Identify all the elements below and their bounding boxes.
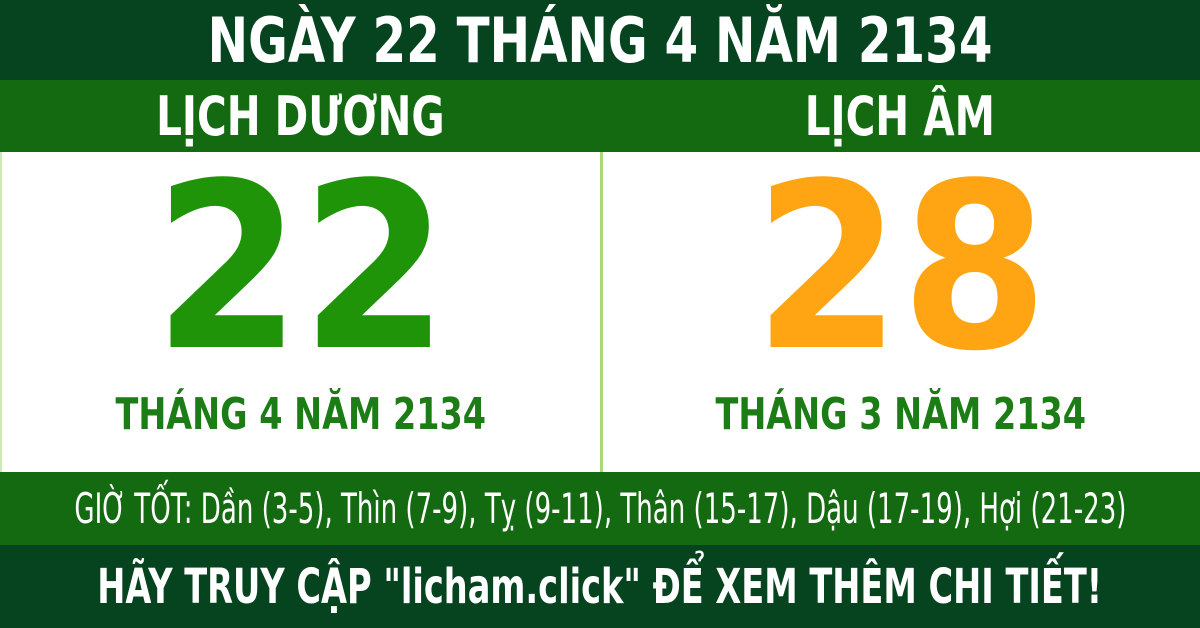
date-title: NGÀY 22 THÁNG 4 NĂM 2134 — [207, 3, 993, 77]
lunar-month-label: THÁNG 3 NĂM 2134 — [715, 388, 1087, 440]
good-hours-bar: GIỜ TỐT: Dần (3-5), Thìn (7-9), Tỵ (9-11… — [0, 472, 1200, 545]
calendar-type-header-bar: LỊCH DƯƠNG LỊCH ÂM — [0, 80, 1200, 152]
solar-calendar-header-label: LỊCH DƯƠNG — [155, 84, 445, 148]
solar-calendar-header: LỊCH DƯƠNG — [0, 80, 600, 152]
date-title-bar: NGÀY 22 THÁNG 4 NĂM 2134 — [0, 0, 1200, 80]
lunar-calendar-panel: 28 THÁNG 3 NĂM 2134 — [599, 135, 1200, 472]
solar-month-label: THÁNG 4 NĂM 2134 — [115, 388, 487, 440]
lunar-calendar-header-label: LỊCH ÂM — [804, 84, 996, 148]
good-hours-text: GIỜ TỐT: Dần (3-5), Thìn (7-9), Tỵ (9-11… — [73, 484, 1127, 533]
solar-calendar-panel: 22 THÁNG 4 NĂM 2134 — [2, 135, 600, 472]
solar-day-number: 22 — [153, 135, 448, 402]
calendar-body: 22 THÁNG 4 NĂM 2134 28 THÁNG 3 NĂM 2134 — [0, 135, 1200, 472]
lunar-day-number: 28 — [754, 135, 1049, 402]
footer-bar: HÃY TRUY CẬP "licham.click" ĐỂ XEM THÊM … — [0, 545, 1200, 628]
lunar-calendar-header: LỊCH ÂM — [600, 80, 1200, 152]
footer-call-to-action: HÃY TRUY CẬP "licham.click" ĐỂ XEM THÊM … — [97, 558, 1103, 615]
